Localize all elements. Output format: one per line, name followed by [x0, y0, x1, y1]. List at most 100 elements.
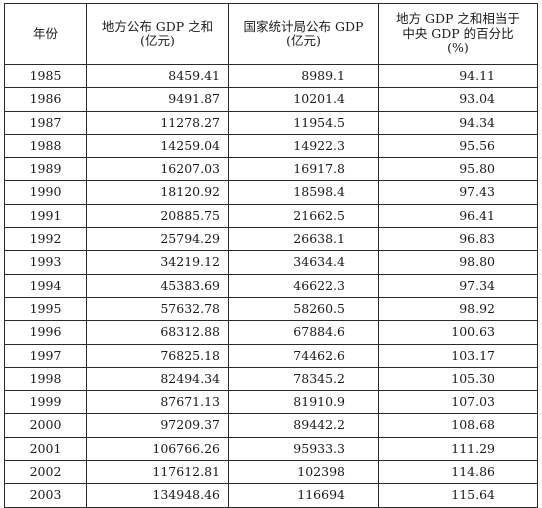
nbs-gdp-cell: 18598.4 [228, 180, 379, 205]
year-cell: 1985 [4, 63, 87, 89]
ratio-cell: 94.34 [378, 110, 538, 135]
local-gdp-cell: 20885.75 [86, 203, 229, 229]
nbs-gdp-cell: 95933.3 [228, 436, 379, 462]
ratio-cell: 108.68 [378, 413, 538, 438]
table-body: 1985 8459.41 8989.1 94.11 1986 9491.87 10201.4… [4, 63, 538, 508]
local-gdp-cell: 8459.41 [86, 63, 229, 89]
ratio-cell: 98.92 [378, 296, 538, 322]
nbs-gdp-cell: 8989.1 [228, 63, 379, 89]
table-row: 1998 82494.34 78345.2 105.30 [4, 366, 538, 392]
ratio-cell: 115.64 [378, 483, 538, 508]
nbs-gdp-cell: 34634.4 [228, 250, 379, 275]
nbs-gdp-cell: 74462.6 [228, 343, 379, 368]
ratio-cell: 107.03 [378, 390, 538, 415]
table-row: 2002 117612.81 102398 114.86 [4, 460, 538, 485]
table-row: 1999 87671.13 81910.9 107.03 [4, 390, 538, 415]
ratio-cell: 97.43 [378, 180, 538, 205]
ratio-cell: 95.56 [378, 133, 538, 159]
year-cell: 1990 [4, 180, 87, 205]
table-row: 1986 9491.87 10201.4 93.04 [4, 87, 538, 112]
header-nbs-gdp-unit: (亿元) [286, 33, 321, 48]
ratio-cell: 95.80 [378, 157, 538, 182]
ratio-cell: 103.17 [378, 343, 538, 368]
table-row: 2001 106766.26 95933.3 111.29 [4, 436, 538, 462]
local-gdp-cell: 34219.12 [86, 250, 229, 275]
ratio-cell: 94.11 [378, 63, 538, 89]
header-ratio-unit: (%) [447, 40, 469, 56]
year-cell: 1988 [4, 133, 87, 159]
local-gdp-cell: 117612.81 [86, 460, 229, 485]
ratio-cell: 96.83 [378, 227, 538, 252]
year-cell: 1995 [4, 296, 87, 322]
header-local-gdp-unit: (亿元) [140, 33, 175, 48]
header-local-gdp: 地方公布 GDP 之和 (亿元) [86, 3, 229, 65]
local-gdp-cell: 82494.34 [86, 366, 229, 392]
nbs-gdp-cell: 11954.5 [228, 110, 379, 135]
nbs-gdp-cell: 116694 [228, 483, 379, 508]
table-row: 1985 8459.41 8989.1 94.11 [4, 63, 538, 89]
year-cell: 1994 [4, 273, 87, 298]
nbs-gdp-cell: 58260.5 [228, 296, 379, 322]
table-row: 1997 76825.18 74462.6 103.17 [4, 343, 538, 368]
nbs-gdp-cell: 46622.3 [228, 273, 379, 298]
local-gdp-cell: 57632.78 [86, 296, 229, 322]
nbs-gdp-cell: 26638.1 [228, 227, 379, 252]
year-cell: 1986 [4, 87, 87, 112]
table-row: 1996 68312.88 67884.6 100.63 [4, 320, 538, 345]
header-nbs-gdp-title: 国家统计局公布 GDP [243, 18, 364, 34]
ratio-cell: 96.41 [378, 203, 538, 229]
header-ratio-line1: 地方 GDP 之和相当于 [396, 11, 520, 27]
table-row: 1995 57632.78 58260.5 98.92 [4, 296, 538, 322]
nbs-gdp-cell: 81910.9 [228, 390, 379, 415]
local-gdp-cell: 134948.46 [86, 483, 229, 508]
table-row: 1987 11278.27 11954.5 94.34 [4, 110, 538, 135]
nbs-gdp-cell: 16917.8 [228, 157, 379, 182]
year-cell: 2003 [4, 483, 87, 508]
table-row: 1993 34219.12 34634.4 98.80 [4, 250, 538, 275]
nbs-gdp-cell: 21662.5 [228, 203, 379, 229]
gdp-comparison-table: 年份 地方公布 GDP 之和 (亿元) 国家统计局公布 GDP (亿元) 地方 … [4, 3, 538, 508]
table-row: 1991 20885.75 21662.5 96.41 [4, 203, 538, 229]
year-cell: 1991 [4, 203, 87, 229]
local-gdp-cell: 45383.69 [86, 273, 229, 298]
header-local-gdp-title: 地方公布 GDP 之和 [101, 18, 214, 34]
nbs-gdp-cell: 102398 [228, 460, 379, 485]
year-cell: 1998 [4, 366, 87, 392]
table-header: 年份 地方公布 GDP 之和 (亿元) 国家统计局公布 GDP (亿元) 地方 … [4, 3, 538, 65]
year-cell: 1999 [4, 390, 87, 415]
header-year-label: 年份 [32, 25, 58, 41]
ratio-cell: 111.29 [378, 436, 538, 462]
table-row: 1994 45383.69 46622.3 97.34 [4, 273, 538, 298]
nbs-gdp-cell: 89442.2 [228, 413, 379, 438]
table-row: 2000 97209.37 89442.2 108.68 [4, 413, 538, 438]
table-row: 2003 134948.46 116694 115.64 [4, 483, 538, 508]
ratio-cell: 100.63 [378, 320, 538, 345]
local-gdp-cell: 14259.04 [86, 133, 229, 159]
year-cell: 1993 [4, 250, 87, 275]
local-gdp-cell: 9491.87 [86, 87, 229, 112]
ratio-cell: 93.04 [378, 87, 538, 112]
table-row: 1988 14259.04 14922.3 95.56 [4, 133, 538, 159]
year-cell: 2000 [4, 413, 87, 438]
header-ratio: 地方 GDP 之和相当于 中央 GDP 的百分比 (%) [378, 3, 538, 65]
header-ratio-line2: 中央 GDP 的百分比 [402, 25, 514, 41]
nbs-gdp-cell: 10201.4 [228, 87, 379, 112]
local-gdp-cell: 25794.29 [86, 227, 229, 252]
year-cell: 1987 [4, 110, 87, 135]
header-row: 年份 地方公布 GDP 之和 (亿元) 国家统计局公布 GDP (亿元) 地方 … [4, 3, 538, 65]
table-row: 1990 18120.92 18598.4 97.43 [4, 180, 538, 205]
local-gdp-cell: 11278.27 [86, 110, 229, 135]
year-cell: 2001 [4, 436, 87, 462]
nbs-gdp-cell: 78345.2 [228, 366, 379, 392]
ratio-cell: 105.30 [378, 366, 538, 392]
table-row: 1992 25794.29 26638.1 96.83 [4, 227, 538, 252]
table-row: 1989 16207.03 16917.8 95.80 [4, 157, 538, 182]
local-gdp-cell: 106766.26 [86, 436, 229, 462]
local-gdp-cell: 68312.88 [86, 320, 229, 345]
year-cell: 1997 [4, 343, 87, 368]
local-gdp-cell: 18120.92 [86, 180, 229, 205]
year-cell: 2002 [4, 460, 87, 485]
local-gdp-cell: 97209.37 [86, 413, 229, 438]
nbs-gdp-cell: 14922.3 [228, 133, 379, 159]
header-nbs-gdp: 国家统计局公布 GDP (亿元) [228, 3, 379, 65]
